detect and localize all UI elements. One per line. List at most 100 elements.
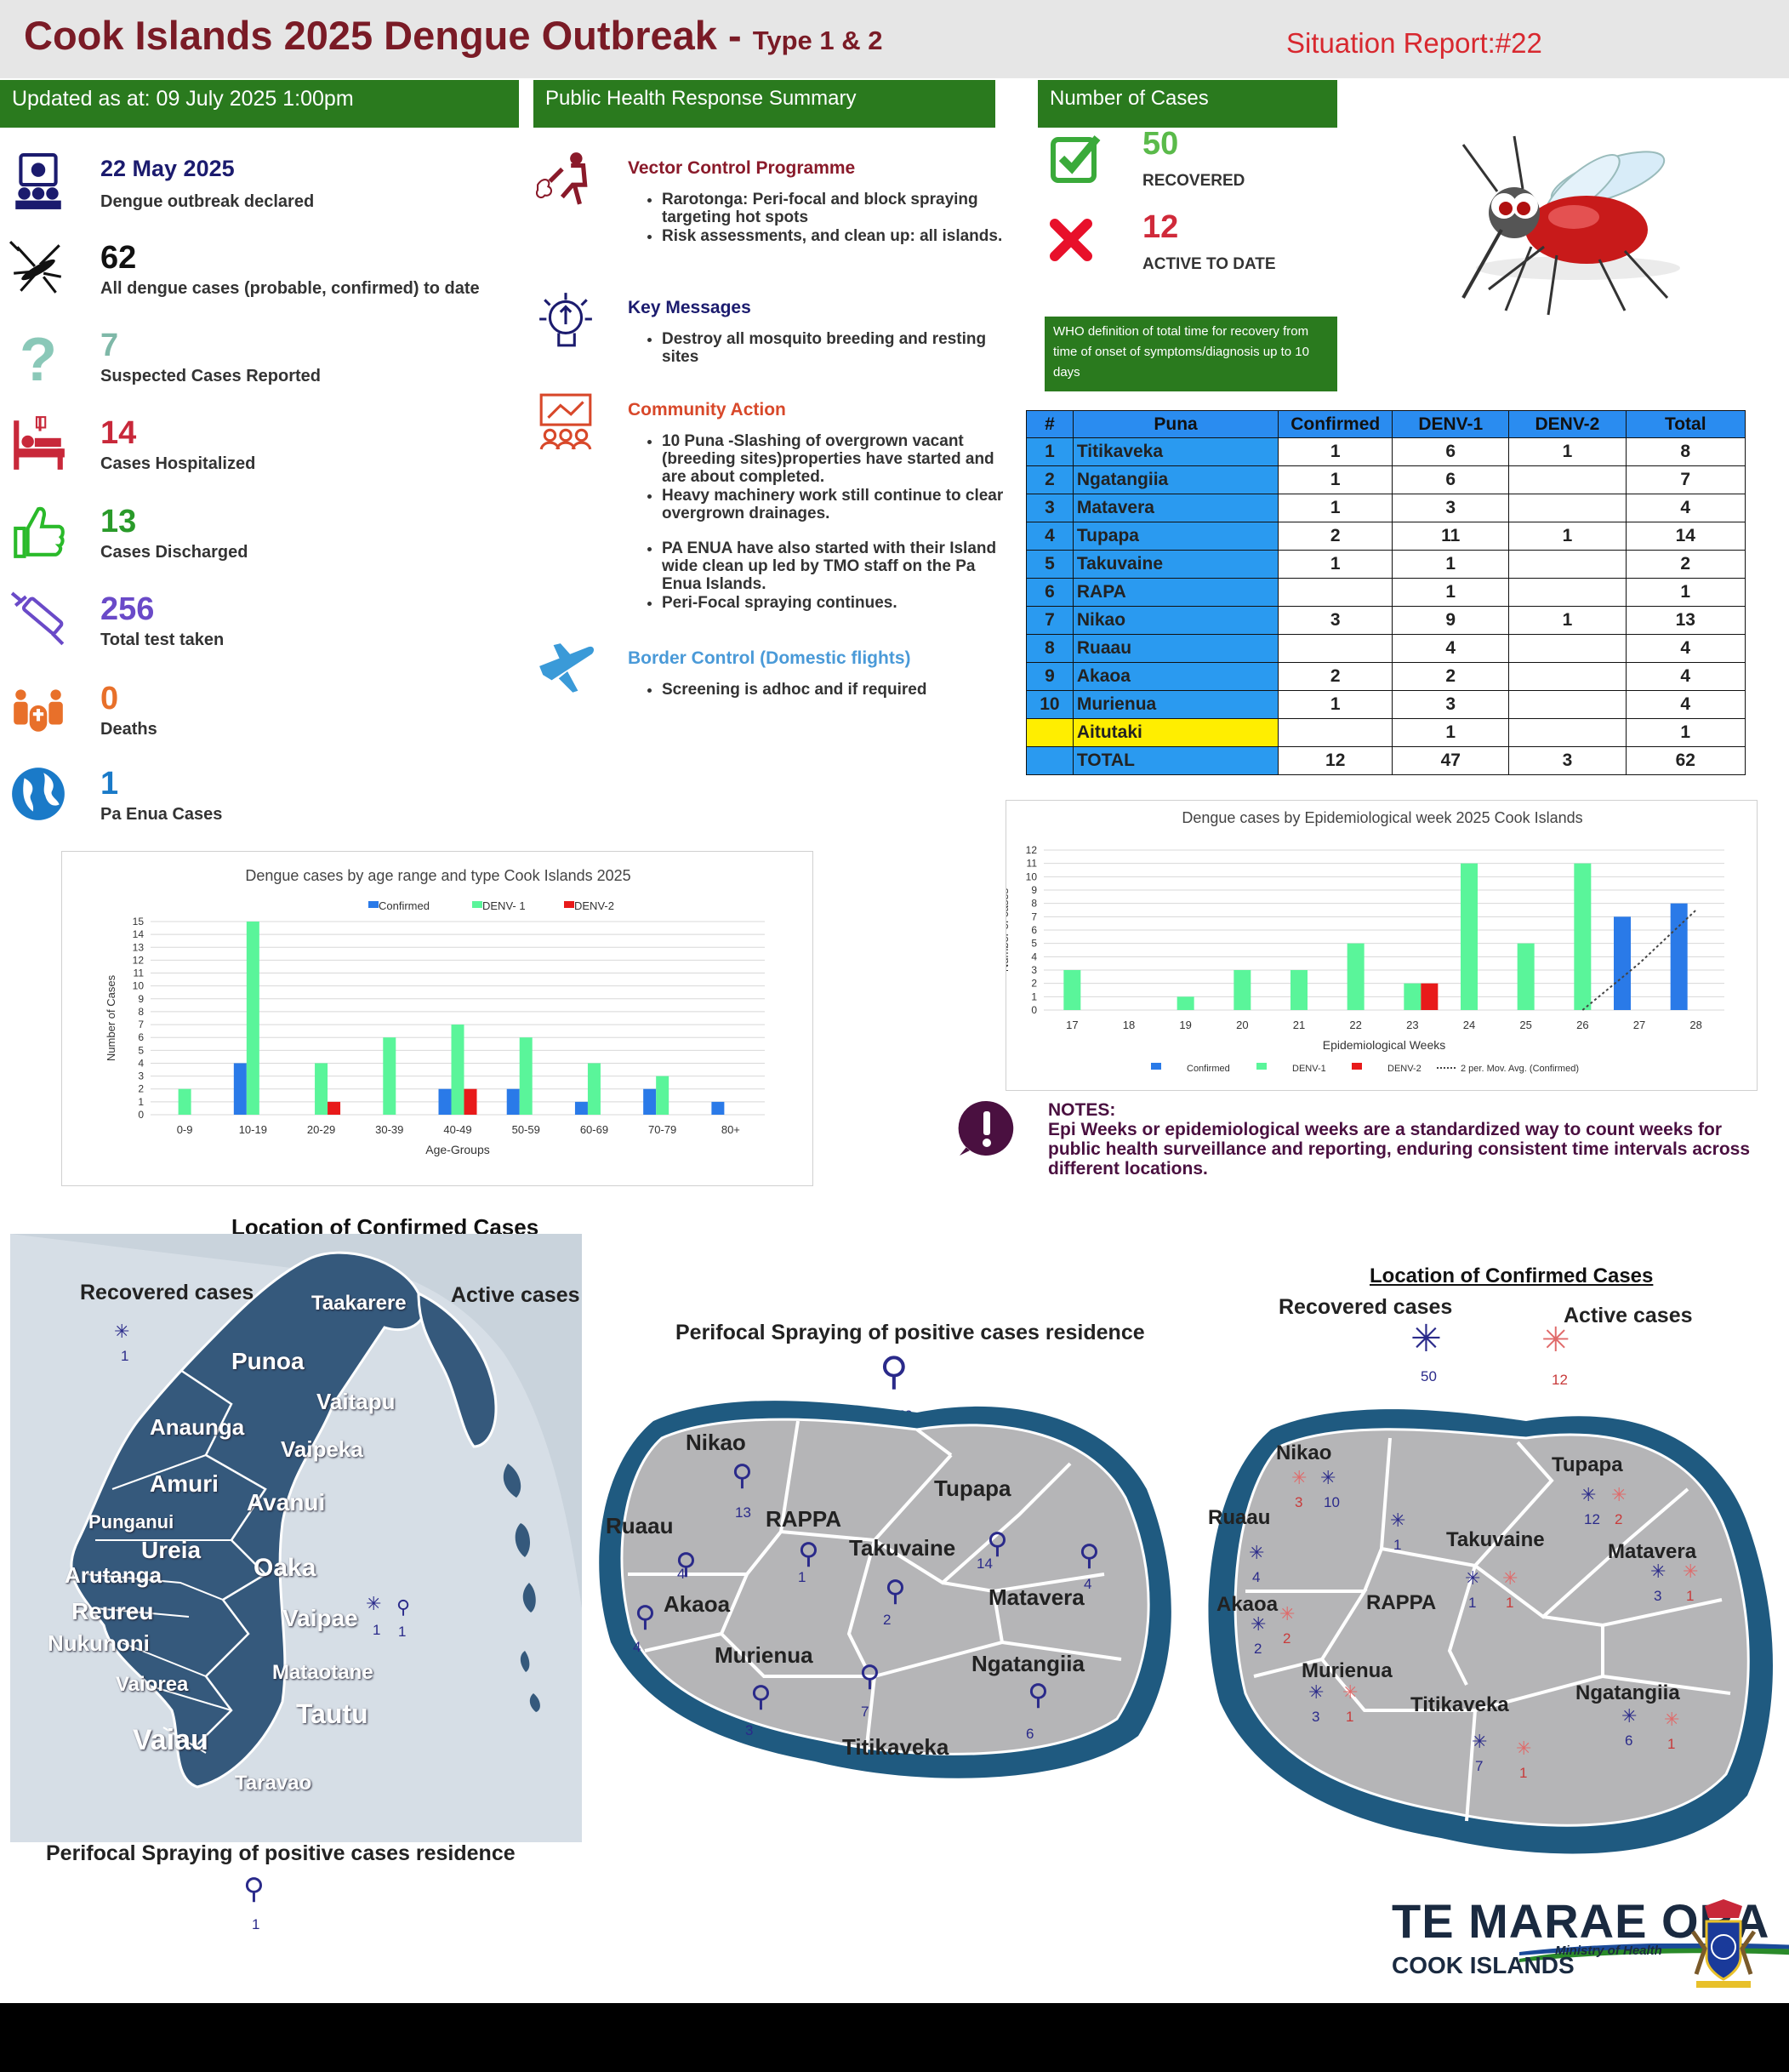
aitutaki-district-label: Amuri <box>150 1470 219 1497</box>
spray-person-icon: ⚲ <box>987 1527 1008 1560</box>
y-tick-label: 10 <box>1026 870 1038 882</box>
mid-district-count: 3 <box>745 1722 754 1738</box>
table-cell: 4 <box>1625 662 1746 691</box>
stat-value: 256 <box>100 591 155 627</box>
vaipae-count-2: 1 <box>398 1624 407 1640</box>
aitutaki-district-label: Ureia <box>141 1537 202 1563</box>
recovered-mosquito-icon: ✳ <box>1251 1613 1267 1635</box>
ministry-logo: TE MARAE ORA COOK ISLANDS Ministry of He… <box>1392 1894 1789 1979</box>
y-tick-label: 0 <box>138 1109 144 1121</box>
table-cell: Aitutaki <box>1072 718 1279 747</box>
aitutaki-district-label: Oaka <box>254 1554 316 1582</box>
recovered-mosquito-icon: ✳ <box>1650 1561 1667 1582</box>
spray-person-icon: ⚲ <box>732 1459 753 1492</box>
bar <box>315 1063 328 1115</box>
table-cell: 3 <box>1508 746 1627 775</box>
right-district-label: Nikao <box>1276 1441 1332 1464</box>
stat-label: Dengue outbreak declared <box>100 192 315 211</box>
table-cell: Matavera <box>1072 494 1279 522</box>
spray-person-icon: ⚲ <box>750 1681 772 1713</box>
right-active-count: 3 <box>1295 1494 1303 1510</box>
legend-label: Confirmed <box>1187 1064 1230 1074</box>
bar <box>519 1037 533 1115</box>
right-active-count: 1 <box>1686 1588 1695 1604</box>
table-row: 8 Ruaau 4 4 <box>1026 634 1746 663</box>
logo-line1: TE MARAE ORA <box>1392 1894 1770 1948</box>
mid-district-label: Ruaau <box>606 1513 674 1538</box>
right-active-count: 2 <box>1283 1630 1291 1647</box>
spray-person-icon: ⚲ <box>1028 1679 1049 1711</box>
y-tick-label: 4 <box>138 1057 144 1069</box>
bar <box>1233 970 1251 1010</box>
stat-value: 62 <box>100 240 137 276</box>
right-district-label: Tupapa <box>1552 1453 1623 1476</box>
recovered-mosquito-icon: ✳ <box>1465 1567 1481 1589</box>
table-cell: 1 <box>1508 437 1627 466</box>
table-cell: Ngatangiia <box>1072 465 1279 494</box>
active-count: 12 <box>1142 209 1179 245</box>
table-cell: 1 <box>1392 550 1510 579</box>
response-heading: Vector Control Programme <box>628 158 856 178</box>
response-bullet: Screening is adhoc and if required <box>662 681 1011 699</box>
stat-label: Deaths <box>100 720 157 739</box>
right-recovered-count: 1 <box>1468 1595 1477 1611</box>
right-district-label: Takuvaine <box>1446 1528 1545 1551</box>
table-cell: Ruaau <box>1072 634 1279 663</box>
chart-title: Dengue cases by Epidemiological week 202… <box>1182 809 1582 826</box>
active-mosquito-icon: ✳ <box>1342 1681 1359 1703</box>
mid-district-label: Takuvaine <box>849 1535 956 1561</box>
x-tick-label: 20-29 <box>307 1123 335 1136</box>
x-tick-label: 27 <box>1633 1019 1645 1031</box>
hospital-bed-icon <box>9 414 68 473</box>
y-tick-label: 8 <box>138 1006 144 1018</box>
right-active-count: 1 <box>1519 1765 1528 1781</box>
legend-swatch <box>368 901 379 908</box>
mid-district-label: Matavera <box>989 1584 1085 1610</box>
table-row: 3 Matavera 1 3 4 <box>1026 494 1746 522</box>
right-district-label: Titikaveka <box>1410 1693 1509 1716</box>
legend-swatch <box>1256 1063 1267 1070</box>
x-tick-label: 19 <box>1179 1019 1191 1031</box>
table-cell: 4 <box>1026 522 1074 551</box>
right-active-mosquito-icon: ✳ <box>1541 1321 1570 1359</box>
table-cell: 4 <box>1625 494 1746 522</box>
table-row: 7 Nikao 3 9 1 13 <box>1026 606 1746 635</box>
bar <box>1614 916 1631 1010</box>
notes-heading: NOTES: <box>1048 1100 1116 1120</box>
y-axis-label: Number of cases <box>1006 888 1011 972</box>
y-tick-label: 5 <box>1031 938 1037 950</box>
coat-of-arms-icon <box>1690 1899 1757 1988</box>
legend-swatch <box>564 901 574 908</box>
thumbs-up-icon <box>9 502 68 562</box>
right-active-count: 1 <box>1346 1709 1354 1725</box>
mid-district-count: 1 <box>798 1569 806 1585</box>
x-tick-label: 70-79 <box>648 1123 676 1136</box>
bar <box>587 1063 601 1115</box>
table-cell <box>1508 718 1627 747</box>
table-header: Puna <box>1072 410 1279 438</box>
spraying-person-icon <box>536 150 595 209</box>
recovered-mosquito-icon: ✳ <box>1390 1510 1406 1531</box>
right-recovered-count: 1 <box>1393 1537 1402 1553</box>
active-mosquito-icon: ✳ <box>1291 1467 1308 1488</box>
stat-value: 22 May 2025 <box>100 156 235 181</box>
aitutaki-district-label: Taravao <box>235 1772 312 1795</box>
mid-district-count: 13 <box>735 1504 751 1521</box>
spray-person-icon: ⚲ <box>885 1575 906 1607</box>
table-cell: 9 <box>1392 606 1510 635</box>
table-cell <box>1508 465 1627 494</box>
y-tick-label: 7 <box>138 1019 144 1030</box>
table-cell <box>1508 690 1627 719</box>
table-cell: 6 <box>1392 465 1510 494</box>
table-header: DENV-1 <box>1392 410 1510 438</box>
bar <box>1177 996 1194 1010</box>
aitutaki-district-label: Avanui <box>247 1489 326 1515</box>
x-tick-label: 22 <box>1349 1019 1361 1031</box>
x-tick-label: 30-39 <box>375 1123 403 1136</box>
y-tick-label: 8 <box>1031 898 1037 910</box>
age-chart-box: Dengue cases by age range and type Cook … <box>61 851 813 1186</box>
table-cell <box>1278 634 1393 663</box>
aitutaki-district-label: Vaiorea <box>116 1673 189 1696</box>
y-tick-label: 7 <box>1031 910 1037 922</box>
stat-label: Pa Enua Cases <box>100 805 223 824</box>
